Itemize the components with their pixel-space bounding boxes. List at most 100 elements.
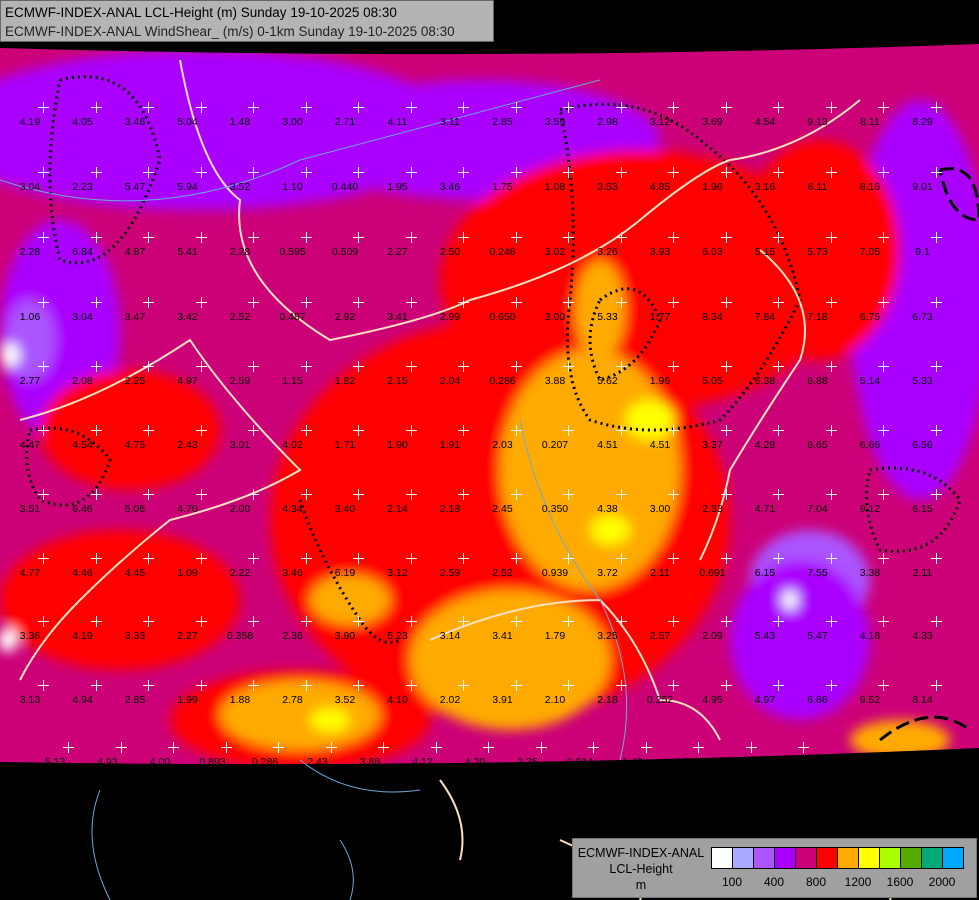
station-value: 0.286 <box>489 375 516 387</box>
grid-point-marker <box>458 297 469 308</box>
grid-point-marker <box>878 232 889 243</box>
grid-point-marker <box>615 553 627 564</box>
grid-point-marker <box>668 361 679 372</box>
station-value: 4.51 <box>597 439 618 451</box>
station-value: 0.691 <box>699 567 726 579</box>
station-value: 7.05 <box>859 246 881 258</box>
station-value: 3.04 <box>72 311 93 323</box>
grid-point-marker <box>878 616 889 627</box>
station-value: 4.77 <box>19 567 41 579</box>
legend-swatch <box>733 848 754 868</box>
station-value: 3.72 <box>597 567 618 579</box>
grid-point-marker <box>773 425 784 436</box>
station-value: 3.46 <box>282 567 303 579</box>
station-value: 2.98 <box>597 116 618 128</box>
station-value: 2.28 <box>19 246 41 258</box>
station-value: 9.12 <box>859 503 881 515</box>
grid-point-marker <box>878 361 889 372</box>
station-value: 2.71 <box>334 116 356 128</box>
station-value: 5.06 <box>124 503 146 515</box>
station-value: 5.05 <box>702 375 723 387</box>
grid-point-marker <box>563 489 574 500</box>
station-value: 6.11 <box>807 181 828 193</box>
legend-swatch <box>880 848 901 868</box>
grid-point-marker <box>353 489 364 500</box>
station-value: 7.04 <box>807 503 828 515</box>
legend-swatch <box>754 848 775 868</box>
title-line-lcl: ECMWF-INDEX-ANAL LCL-Height (m) Sunday 1… <box>5 5 397 20</box>
grid-point-marker <box>195 361 207 372</box>
grid-point-marker <box>773 167 784 178</box>
grid-point-marker <box>273 742 284 753</box>
station-value: 0.487 <box>279 311 306 323</box>
grid-point-marker <box>195 167 207 178</box>
grid-point-marker <box>825 361 837 372</box>
grid-point-marker <box>510 102 522 113</box>
station-value: 3.00 <box>649 503 671 515</box>
station-value: 0.207 <box>541 439 569 451</box>
grid-point-marker <box>825 297 837 308</box>
grid-point-marker <box>668 102 679 113</box>
station-value: 1.49 <box>622 756 643 768</box>
station-value: 1.48 <box>229 116 251 128</box>
grid-point-marker <box>38 553 49 564</box>
station-value: 4.97 <box>177 375 198 387</box>
grid-point-marker <box>878 167 889 178</box>
grid-point-marker <box>143 232 154 243</box>
grid-point-marker <box>90 489 102 500</box>
station-value: 2.14 <box>387 503 408 515</box>
station-value: 1.08 <box>544 181 566 193</box>
grid-point-marker <box>878 102 889 113</box>
station-value: 2.45 <box>492 503 513 515</box>
grid-point-marker <box>563 616 574 627</box>
station-value: 5.47 <box>124 181 146 193</box>
grid-point-marker <box>143 361 154 372</box>
station-value: 7.55 <box>807 567 828 579</box>
station-value: 8.16 <box>859 181 881 193</box>
grid-point-marker <box>825 489 837 500</box>
grid-point-marker <box>353 361 364 372</box>
grid-point-marker <box>378 742 389 753</box>
station-value: 3.25 <box>517 756 538 768</box>
grid-point-marker <box>458 425 469 436</box>
station-value: 3.12 <box>649 116 671 128</box>
grid-point-marker <box>878 553 889 564</box>
legend-tick-label: 800 <box>805 875 827 889</box>
grid-point-marker <box>668 232 679 243</box>
station-value: 1.99 <box>177 694 198 706</box>
station-value: 4.51 <box>649 439 671 451</box>
grid-point-marker <box>143 167 154 178</box>
station-value: 0.358 <box>226 630 254 642</box>
grid-point-marker <box>353 553 364 564</box>
grid-point-marker <box>483 742 494 753</box>
station-value: 4.05 <box>72 116 93 128</box>
grid-point-marker <box>563 167 574 178</box>
grid-point-marker <box>930 489 942 500</box>
grid-point-marker <box>563 232 574 243</box>
grid-point-marker <box>195 489 207 500</box>
grid-point-marker <box>430 742 442 753</box>
grid-point-marker <box>563 553 574 564</box>
grid-point-marker <box>930 553 942 564</box>
station-value: 4.19 <box>72 630 93 642</box>
station-value: 1.09 <box>177 567 198 579</box>
station-value: 3.41 <box>492 630 513 642</box>
grid-point-marker <box>615 297 627 308</box>
legend-swatch <box>796 848 817 868</box>
grid-point-marker <box>38 167 49 178</box>
station-value: 1.82 <box>334 375 356 387</box>
grid-point-marker <box>143 680 154 691</box>
station-value: 0.650 <box>489 311 516 323</box>
grid-point-marker <box>825 616 837 627</box>
station-value: 0.252 <box>646 694 674 706</box>
station-value: 0.914 <box>566 756 594 768</box>
station-value: 2.59 <box>439 567 461 579</box>
title-line-windshear: ECMWF-INDEX-ANAL WindShear_ (m/s) 0-1km … <box>5 24 455 39</box>
grid-point-marker <box>90 167 102 178</box>
station-value: 4.95 <box>702 694 723 706</box>
grid-point-marker <box>930 616 942 627</box>
station-value: 2.78 <box>282 694 303 706</box>
grid-point-marker <box>248 297 259 308</box>
station-value: 2.57 <box>649 630 671 642</box>
grid-point-marker <box>878 425 889 436</box>
